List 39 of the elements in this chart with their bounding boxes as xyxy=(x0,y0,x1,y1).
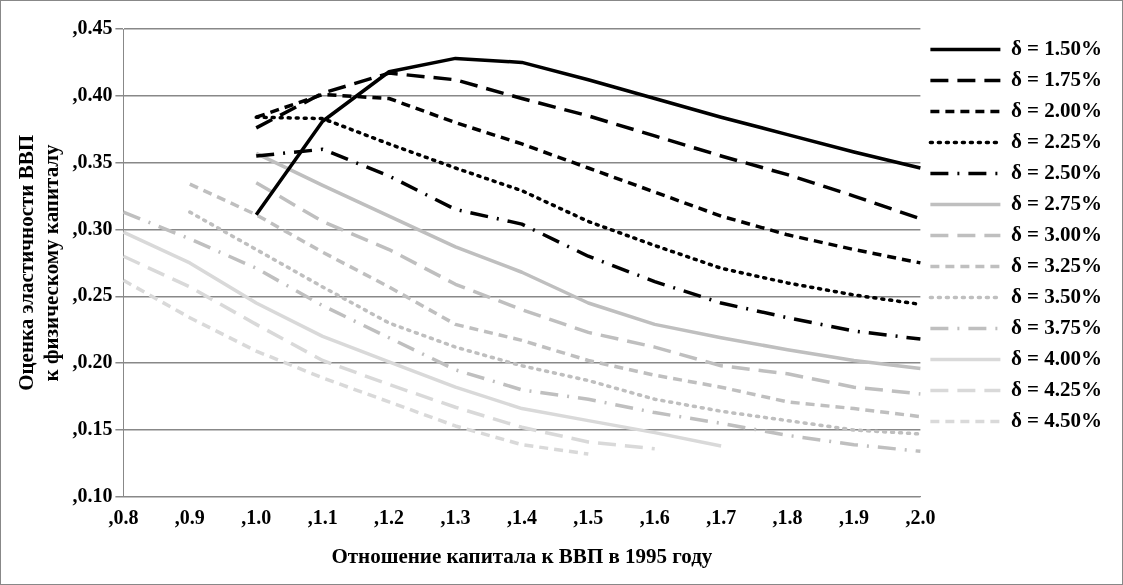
legend-label: δ = 2.75% xyxy=(1010,190,1103,215)
legend-label: δ = 3.75% xyxy=(1010,314,1103,339)
y-tick-label: ,0.25 xyxy=(72,283,113,306)
legend-label: δ = 3.50% xyxy=(1010,283,1103,308)
x-tick-label: ,1.4 xyxy=(506,505,537,528)
legend-label: δ = 2.25% xyxy=(1010,128,1103,153)
legend-label: δ = 3.00% xyxy=(1010,221,1103,246)
legend-label: δ = 1.50% xyxy=(1010,35,1103,60)
y-tick-label: ,0.15 xyxy=(72,417,113,440)
y-tick-label: ,0.45 xyxy=(72,16,113,39)
legend-label: δ = 3.25% xyxy=(1010,252,1103,277)
y-tick-label: ,0.30 xyxy=(72,216,113,239)
x-tick-label: ,1.9 xyxy=(838,505,869,528)
legend-label: δ = 4.00% xyxy=(1010,345,1103,370)
x-tick-label: ,1.8 xyxy=(772,505,803,528)
x-tick-label: ,1.6 xyxy=(639,505,670,528)
x-tick-label: ,1.2 xyxy=(374,505,405,528)
line-series xyxy=(254,180,923,396)
x-tick-label: ,2.0 xyxy=(905,505,936,528)
legend-label: δ = 4.25% xyxy=(1010,376,1103,401)
x-tick-label: ,0.9 xyxy=(174,505,205,528)
legend-label: δ = 2.50% xyxy=(1010,159,1103,184)
y-tick-label: ,0.20 xyxy=(72,350,113,373)
y-tick-label: ,0.35 xyxy=(72,149,113,172)
y-tick-label: ,0.10 xyxy=(72,483,113,506)
x-axis-title: Отношение капитала к ВВП в 1995 году xyxy=(331,543,713,568)
x-tick-label: ,1.5 xyxy=(573,505,604,528)
x-tick-label: ,1.1 xyxy=(307,505,338,528)
line-series xyxy=(121,254,657,451)
x-tick-label: ,1.0 xyxy=(241,505,272,528)
y-tick-label: ,0.40 xyxy=(72,83,113,105)
y-axis-title: Оценка эластичности ВВП к физическому капиталу xyxy=(14,134,64,391)
x-tick-label: ,1.7 xyxy=(706,505,737,528)
x-tick-label: ,0.8 xyxy=(108,505,139,528)
legend-label: δ = 2.00% xyxy=(1010,97,1103,122)
legend-label: δ = 4.50% xyxy=(1010,407,1103,432)
legend-label: δ = 1.75% xyxy=(1010,66,1103,91)
line-series xyxy=(121,278,591,456)
x-tick-label: ,1.3 xyxy=(440,505,471,528)
